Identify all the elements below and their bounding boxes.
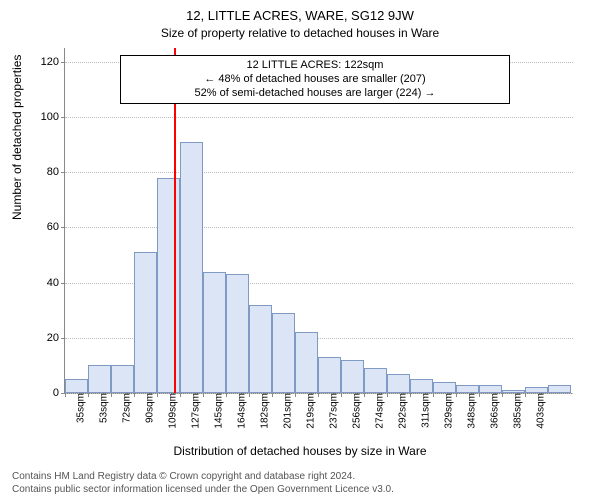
- page-title-1: 12, LITTLE ACRES, WARE, SG12 9JW: [0, 0, 600, 23]
- info-line-1: 12 LITTLE ACRES: 122sqm: [127, 59, 503, 73]
- xtick-mark: [134, 393, 135, 397]
- xtick-label: 219sqm: [303, 393, 316, 429]
- xtick-mark: [203, 393, 204, 397]
- xtick-label: 237sqm: [326, 393, 339, 429]
- xtick-label: 90sqm: [142, 393, 155, 423]
- xtick-mark: [410, 393, 411, 397]
- info-box: 12 LITTLE ACRES: 122sqm ← 48% of detache…: [120, 55, 510, 104]
- xtick-mark: [525, 393, 526, 397]
- xtick-mark: [364, 393, 365, 397]
- xtick-label: 403sqm: [533, 393, 546, 429]
- xtick-label: 182sqm: [257, 393, 270, 429]
- histogram-bar: [111, 365, 134, 393]
- xtick-label: 256sqm: [349, 393, 362, 429]
- xtick-label: 201sqm: [280, 393, 293, 429]
- ytick-label: 0: [53, 387, 59, 399]
- xtick-mark: [65, 393, 66, 397]
- ytick-mark: [61, 117, 65, 118]
- ytick-label: 40: [47, 277, 59, 289]
- page-title-2: Size of property relative to detached ho…: [0, 23, 600, 40]
- xtick-label: 145sqm: [211, 393, 224, 429]
- info-line-3: 52% of semi-detached houses are larger (…: [127, 87, 503, 101]
- xtick-mark: [341, 393, 342, 397]
- xtick-mark: [111, 393, 112, 397]
- histogram-bar: [295, 332, 318, 393]
- xtick-label: 292sqm: [395, 393, 408, 429]
- histogram-bar: [341, 360, 364, 393]
- histogram-bar: [203, 272, 226, 393]
- grid-line: [65, 172, 573, 173]
- histogram-bar: [364, 368, 387, 393]
- xtick-label: 366sqm: [487, 393, 500, 429]
- xtick-label: 348sqm: [464, 393, 477, 429]
- grid-line: [65, 227, 573, 228]
- histogram-bar: [433, 382, 456, 393]
- histogram-bar: [548, 385, 571, 393]
- footer-credits: Contains HM Land Registry data © Crown c…: [12, 471, 394, 496]
- xtick-label: 127sqm: [188, 393, 201, 429]
- xtick-label: 53sqm: [96, 393, 109, 423]
- histogram-bar: [318, 357, 341, 393]
- ytick-mark: [61, 283, 65, 284]
- grid-line: [65, 117, 573, 118]
- histogram-bar: [88, 365, 111, 393]
- xtick-mark: [180, 393, 181, 397]
- xtick-mark: [88, 393, 89, 397]
- histogram-bar: [387, 374, 410, 393]
- xtick-label: 311sqm: [418, 393, 431, 428]
- ytick-label: 120: [41, 56, 59, 68]
- y-axis-label: Number of detached properties: [10, 55, 24, 220]
- ytick-mark: [61, 62, 65, 63]
- x-axis-label: Distribution of detached houses by size …: [0, 444, 600, 458]
- xtick-label: 72sqm: [119, 393, 132, 423]
- footer-line-1: Contains HM Land Registry data © Crown c…: [12, 471, 394, 484]
- xtick-mark: [456, 393, 457, 397]
- histogram-bar: [226, 274, 249, 393]
- histogram-bar: [180, 142, 203, 393]
- xtick-mark: [387, 393, 388, 397]
- ytick-label: 20: [47, 332, 59, 344]
- xtick-mark: [502, 393, 503, 397]
- xtick-label: 274sqm: [372, 393, 385, 429]
- xtick-mark: [249, 393, 250, 397]
- ytick-label: 100: [41, 111, 59, 123]
- histogram-bar: [134, 252, 157, 393]
- xtick-label: 329sqm: [441, 393, 454, 429]
- ytick-mark: [61, 338, 65, 339]
- histogram-bar: [65, 379, 88, 393]
- xtick-mark: [479, 393, 480, 397]
- xtick-mark: [226, 393, 227, 397]
- ytick-label: 60: [47, 221, 59, 233]
- histogram-bar: [410, 379, 433, 393]
- xtick-mark: [295, 393, 296, 397]
- histogram-bar: [479, 385, 502, 393]
- ytick-mark: [61, 227, 65, 228]
- xtick-label: 35sqm: [73, 393, 86, 423]
- histogram-bar: [456, 385, 479, 393]
- ytick-mark: [61, 172, 65, 173]
- ytick-label: 80: [47, 166, 59, 178]
- xtick-label: 109sqm: [165, 393, 178, 429]
- xtick-mark: [157, 393, 158, 397]
- footer-line-2: Contains public sector information licen…: [12, 484, 394, 497]
- xtick-mark: [433, 393, 434, 397]
- xtick-label: 385sqm: [510, 393, 523, 429]
- xtick-mark: [272, 393, 273, 397]
- xtick-label: 164sqm: [234, 393, 247, 429]
- histogram-bar: [272, 313, 295, 393]
- info-line-2: ← 48% of detached houses are smaller (20…: [127, 73, 503, 87]
- xtick-mark: [318, 393, 319, 397]
- histogram-bar: [157, 178, 180, 393]
- histogram-bar: [249, 305, 272, 393]
